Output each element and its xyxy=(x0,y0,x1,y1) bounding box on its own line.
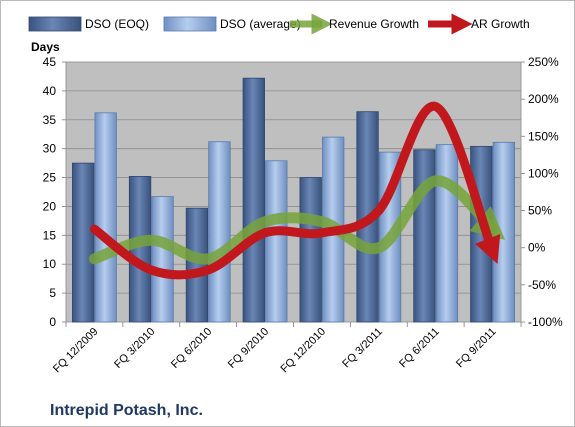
bar-dso-eoq xyxy=(72,162,95,323)
right-tick-label: -50% xyxy=(528,278,556,292)
left-tick-label: 15 xyxy=(43,228,57,242)
y-axis-title: Days xyxy=(31,40,60,54)
right-tick-label: 250% xyxy=(528,55,559,69)
x-tick-label: FQ 12/2010 xyxy=(278,326,328,376)
right-tick-label: 150% xyxy=(528,129,559,143)
x-tick-label: FQ 9/2010 xyxy=(226,326,271,371)
right-axis-ticks: -100% -50% 0% 50% 100% 150% 200% 250% xyxy=(521,55,563,329)
legend-label-revenue-growth: Revenue Growth xyxy=(329,17,419,31)
left-tick-label: 35 xyxy=(43,113,57,127)
right-tick-label: 100% xyxy=(528,166,559,180)
bar-dso-average xyxy=(265,160,288,323)
bar-dso-average xyxy=(435,144,459,323)
x-tick-label: FQ 3/2010 xyxy=(112,326,157,371)
legend-item-dso-eoq: DSO (EOQ) xyxy=(28,16,149,32)
legend-item-dso-average: DSO (average) xyxy=(163,16,301,32)
left-tick-label: 0 xyxy=(49,315,56,329)
revenue-growth-line xyxy=(88,175,506,265)
x-tick-label: FQ 6/2011 xyxy=(397,326,442,371)
left-tick-label: 40 xyxy=(43,84,57,98)
legend-label-ar-growth: AR Growth xyxy=(471,17,530,31)
x-tick-label: FQ 3/2011 xyxy=(340,326,385,371)
left-tick-label: 5 xyxy=(49,286,56,300)
left-tick-label: 10 xyxy=(43,257,57,271)
left-tick-label: 45 xyxy=(43,55,57,69)
growth-lines xyxy=(88,102,506,280)
bar-dso-eoq xyxy=(299,177,322,323)
left-tick-label: 20 xyxy=(43,199,57,213)
bar-dso-average xyxy=(94,112,117,323)
bar-dso-average xyxy=(151,196,174,323)
bars xyxy=(72,77,515,323)
x-axis-ticks: FQ 12/2009 FQ 3/2010 FQ 6/2010 FQ 9/2010 FQ … xyxy=(51,322,522,376)
x-tick-label: FQ 9/2011 xyxy=(454,326,499,371)
bar-dso-average xyxy=(208,141,231,323)
right-tick-label: 200% xyxy=(528,92,559,106)
right-tick-label: 50% xyxy=(528,204,552,218)
bar-dso-eoq xyxy=(413,149,436,323)
legend-label-dso-average: DSO (average) xyxy=(220,17,301,31)
legend-item-ar-growth: AR Growth xyxy=(428,13,530,35)
right-tick-label: -100% xyxy=(528,315,563,329)
x-tick-label: FQ 12/2009 xyxy=(51,326,101,376)
legend: DSO (EOQ) DSO (average) Revenue Growth A… xyxy=(28,13,530,35)
left-tick-label: 30 xyxy=(43,142,57,156)
legend-label-dso-eoq: DSO (EOQ) xyxy=(85,17,149,31)
x-tick-label: FQ 6/2010 xyxy=(169,326,214,371)
legend-item-revenue-growth: Revenue Growth xyxy=(290,13,419,35)
company-title: Intrepid Potash, Inc. xyxy=(50,402,203,419)
bar-dso-eoq xyxy=(242,77,265,323)
left-tick-label: 25 xyxy=(43,171,57,185)
ar-growth-line xyxy=(89,102,501,280)
right-tick-label: 0% xyxy=(528,241,546,255)
left-axis-ticks: 0 5 10 15 20 25 30 35 40 45 xyxy=(43,55,66,329)
bar-dso-eoq xyxy=(185,207,209,323)
